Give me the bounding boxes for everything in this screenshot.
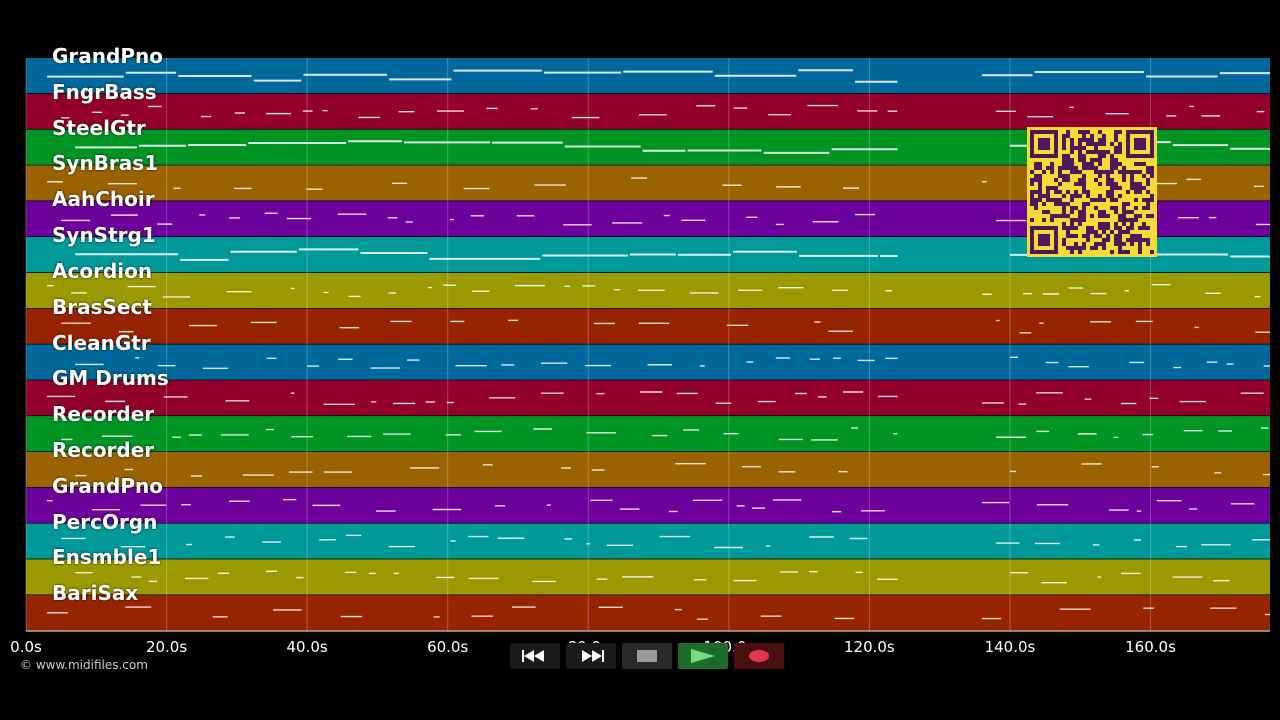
note-marks bbox=[61, 319, 1270, 334]
record-icon bbox=[749, 650, 769, 662]
time-tick-label: 0.0s bbox=[10, 638, 42, 656]
track-band bbox=[26, 308, 1270, 345]
copyright-text: © www.midifiles.com bbox=[20, 658, 148, 672]
note-marks bbox=[47, 284, 1261, 298]
time-tick-label: 20.0s bbox=[145, 638, 188, 656]
track-label: SynBras1 bbox=[52, 151, 159, 176]
rewind-icon bbox=[522, 650, 544, 662]
note-marks bbox=[75, 570, 1230, 584]
track-label: SynStrg1 bbox=[52, 223, 156, 248]
qr-code-icon bbox=[1027, 127, 1157, 257]
record-button[interactable] bbox=[734, 643, 784, 669]
rewind-button[interactable] bbox=[510, 643, 560, 669]
play-icon bbox=[691, 649, 715, 663]
track-label: FngrBass bbox=[52, 79, 157, 104]
track-label: GM Drums bbox=[52, 366, 169, 391]
play-button[interactable] bbox=[678, 643, 728, 669]
track-label: Ensmble1 bbox=[52, 545, 162, 570]
note-marks bbox=[47, 69, 1270, 83]
track-band bbox=[26, 380, 1270, 417]
time-tick-label: 60.0s bbox=[427, 638, 469, 656]
track-label: GrandPno bbox=[52, 473, 163, 498]
track-band bbox=[26, 93, 1270, 130]
track-label: CleanGtr bbox=[52, 330, 151, 355]
track-band bbox=[26, 595, 1270, 631]
track-band bbox=[26, 451, 1270, 488]
note-marks bbox=[47, 606, 1270, 620]
note-marks bbox=[61, 104, 1265, 119]
note-marks bbox=[75, 462, 1270, 477]
track-band bbox=[26, 416, 1270, 452]
stop-button[interactable] bbox=[622, 643, 672, 669]
transport-controls bbox=[510, 643, 784, 669]
time-tick-label: 140.0s bbox=[984, 638, 1036, 656]
track-label: GrandPno bbox=[52, 44, 163, 68]
track-band bbox=[26, 487, 1270, 524]
track-label: SteelGtr bbox=[52, 115, 146, 140]
track-label: AahChoir bbox=[52, 187, 155, 212]
note-marks bbox=[61, 534, 1270, 549]
note-marks bbox=[61, 212, 1270, 226]
note-marks bbox=[61, 427, 1269, 441]
track-label: Acordion bbox=[52, 258, 153, 283]
track-band bbox=[26, 523, 1270, 560]
note-marks bbox=[75, 356, 1270, 369]
track-label: BariSax bbox=[52, 581, 139, 606]
track-label: Recorder bbox=[52, 402, 155, 427]
time-tick-label: 120.0s bbox=[843, 638, 895, 656]
track-label: Recorder bbox=[52, 437, 155, 462]
track-label: PercOrgn bbox=[52, 509, 158, 534]
note-marks bbox=[75, 247, 1270, 261]
time-tick-label: 40.0s bbox=[286, 638, 328, 656]
fast-forward-button[interactable] bbox=[566, 643, 616, 669]
track-band bbox=[26, 344, 1270, 381]
note-marks bbox=[47, 391, 1264, 405]
note-marks bbox=[47, 498, 1255, 513]
stop-icon bbox=[637, 650, 657, 662]
track-label: BrasSect bbox=[52, 294, 152, 319]
time-tick-label: 160.0s bbox=[1125, 638, 1176, 656]
fast-forward-icon bbox=[582, 650, 604, 662]
